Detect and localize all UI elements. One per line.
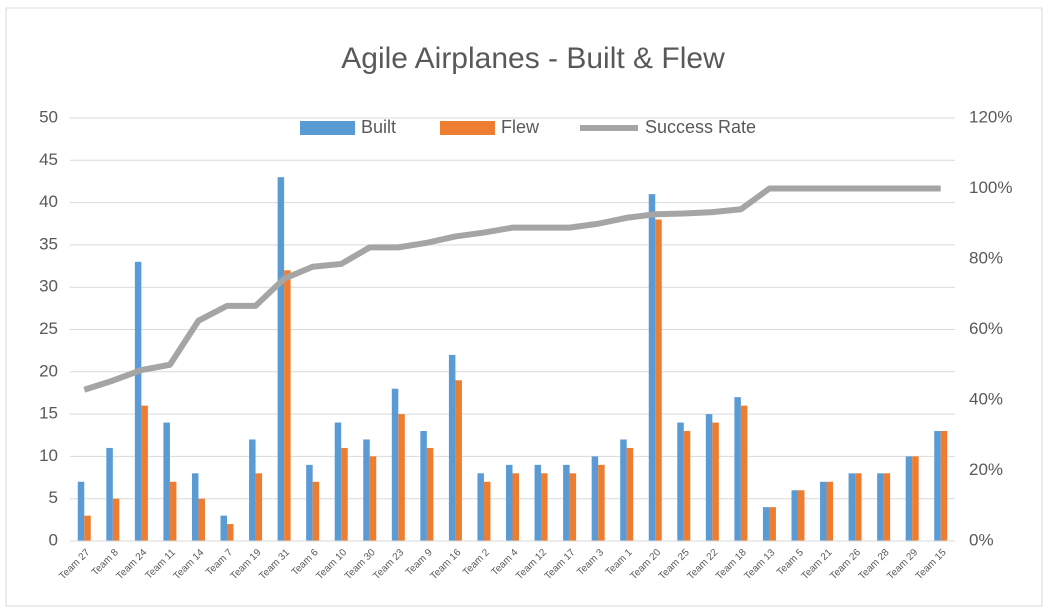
legend-swatch xyxy=(440,121,495,135)
legend-label: Success Rate xyxy=(645,117,756,137)
y-tick-label: 30 xyxy=(39,277,58,296)
bar xyxy=(905,456,913,541)
bar xyxy=(341,447,348,541)
y2-tick-label: 120% xyxy=(969,107,1012,126)
bar xyxy=(648,194,656,541)
bar xyxy=(506,464,513,541)
bar xyxy=(191,473,199,541)
bar xyxy=(106,447,113,541)
bar xyxy=(426,447,434,541)
bar xyxy=(877,473,884,541)
bar xyxy=(255,473,263,541)
bar xyxy=(477,473,484,541)
bar xyxy=(363,439,370,541)
bar xyxy=(791,490,798,541)
legend-swatch xyxy=(300,121,355,135)
bar xyxy=(820,481,827,541)
bar xyxy=(848,473,856,541)
bar xyxy=(369,456,377,541)
bar xyxy=(683,431,691,541)
bar xyxy=(534,464,542,541)
bar xyxy=(198,498,205,541)
bar xyxy=(598,464,605,541)
bar xyxy=(940,431,948,541)
bar xyxy=(306,464,313,541)
bar xyxy=(769,507,776,541)
bar xyxy=(655,219,662,541)
y2-tick-label: 20% xyxy=(969,460,1003,479)
y-tick-label: 20 xyxy=(39,361,58,380)
bar xyxy=(712,422,719,541)
bar xyxy=(312,481,320,541)
legend-label: Built xyxy=(361,117,396,137)
bar xyxy=(563,464,570,541)
y-tick-label: 15 xyxy=(39,404,58,423)
bar xyxy=(249,439,256,541)
bar xyxy=(734,397,741,541)
bar xyxy=(797,490,805,541)
bar xyxy=(134,261,142,541)
y-tick-label: 45 xyxy=(39,150,58,169)
bar xyxy=(934,431,941,541)
y2-tick-label: 80% xyxy=(969,248,1003,267)
bar xyxy=(169,481,177,541)
bar xyxy=(705,414,713,541)
bar xyxy=(220,515,228,541)
y-tick-label: 50 xyxy=(39,107,58,126)
y2-tick-label: 0% xyxy=(969,530,994,549)
chart-title: Agile Airplanes - Built & Flew xyxy=(341,42,725,75)
bar xyxy=(512,473,519,541)
y-tick-label: 10 xyxy=(39,446,58,465)
bar xyxy=(455,380,462,541)
bar xyxy=(569,473,577,541)
line-series xyxy=(83,185,941,393)
bar xyxy=(227,524,234,541)
y-tick-label: 25 xyxy=(39,319,58,338)
bar xyxy=(420,431,427,541)
bar xyxy=(284,270,291,541)
bar xyxy=(591,456,599,541)
y-tick-label: 40 xyxy=(39,192,58,211)
bar xyxy=(912,456,919,541)
bar xyxy=(855,473,862,541)
bar xyxy=(620,439,627,541)
bar xyxy=(334,422,342,541)
y2-tick-label: 60% xyxy=(969,319,1003,338)
bar xyxy=(483,481,491,541)
legend-label: Flew xyxy=(501,117,540,137)
bar xyxy=(398,414,405,541)
chart-border xyxy=(5,7,1043,607)
y-tick-label: 0 xyxy=(49,530,58,549)
y-tick-label: 35 xyxy=(39,234,58,253)
bar xyxy=(883,473,891,541)
bar xyxy=(626,447,634,541)
bar xyxy=(112,498,120,541)
bar xyxy=(277,177,285,541)
y2-tick-label: 100% xyxy=(969,178,1012,197)
bar xyxy=(740,405,748,541)
y2-tick-label: 40% xyxy=(969,389,1003,408)
y-tick-label: 5 xyxy=(49,488,58,507)
bar xyxy=(77,481,85,541)
bar xyxy=(391,388,399,541)
bar xyxy=(826,481,834,541)
bar xyxy=(762,507,770,541)
bar xyxy=(448,354,456,541)
bar xyxy=(677,422,684,541)
bar xyxy=(141,405,148,541)
bar xyxy=(84,515,91,541)
bar xyxy=(541,473,548,541)
bar xyxy=(163,422,170,541)
